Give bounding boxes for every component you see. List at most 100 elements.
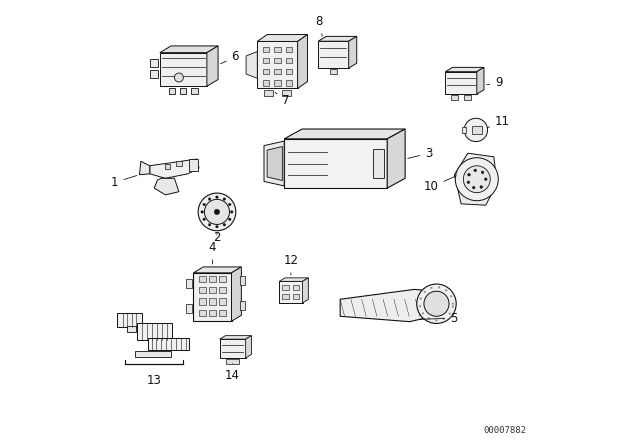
FancyBboxPatch shape [127, 326, 136, 332]
FancyBboxPatch shape [136, 351, 172, 357]
Circle shape [174, 73, 183, 82]
FancyBboxPatch shape [293, 285, 300, 290]
FancyBboxPatch shape [282, 90, 291, 96]
Circle shape [208, 224, 211, 226]
FancyBboxPatch shape [285, 80, 292, 86]
FancyBboxPatch shape [150, 59, 159, 67]
Circle shape [455, 158, 499, 201]
FancyBboxPatch shape [199, 298, 206, 305]
Circle shape [223, 198, 226, 200]
FancyBboxPatch shape [189, 159, 198, 171]
FancyBboxPatch shape [263, 69, 269, 74]
Text: 11: 11 [488, 115, 509, 128]
Circle shape [214, 209, 220, 215]
Text: 8: 8 [316, 15, 323, 36]
FancyBboxPatch shape [279, 281, 303, 303]
Polygon shape [220, 336, 252, 339]
Circle shape [424, 291, 449, 316]
Circle shape [420, 297, 422, 299]
FancyBboxPatch shape [219, 310, 226, 316]
FancyBboxPatch shape [239, 276, 245, 285]
FancyBboxPatch shape [451, 95, 458, 100]
FancyBboxPatch shape [275, 47, 280, 52]
FancyBboxPatch shape [186, 279, 191, 288]
Text: 12: 12 [284, 254, 298, 275]
FancyBboxPatch shape [193, 273, 232, 321]
Circle shape [428, 318, 429, 319]
Polygon shape [284, 129, 405, 139]
FancyBboxPatch shape [165, 164, 170, 169]
Circle shape [468, 173, 470, 176]
Polygon shape [267, 146, 282, 181]
FancyBboxPatch shape [219, 298, 226, 305]
Polygon shape [279, 278, 308, 281]
FancyBboxPatch shape [209, 276, 216, 282]
FancyBboxPatch shape [293, 294, 300, 299]
Text: 1: 1 [111, 176, 137, 189]
Polygon shape [257, 34, 307, 41]
Circle shape [201, 211, 204, 213]
Circle shape [480, 185, 483, 188]
FancyBboxPatch shape [137, 323, 172, 340]
Polygon shape [140, 161, 150, 175]
Circle shape [424, 291, 426, 293]
FancyBboxPatch shape [445, 72, 477, 94]
FancyBboxPatch shape [264, 90, 273, 96]
Polygon shape [246, 336, 252, 358]
Text: 5: 5 [419, 312, 458, 325]
Circle shape [422, 312, 424, 314]
Circle shape [474, 169, 477, 172]
FancyBboxPatch shape [275, 58, 280, 63]
Circle shape [443, 318, 445, 319]
FancyBboxPatch shape [462, 127, 465, 133]
Circle shape [464, 118, 488, 142]
Text: 2: 2 [213, 231, 221, 244]
FancyBboxPatch shape [220, 339, 246, 358]
Text: 4: 4 [209, 241, 216, 264]
Circle shape [228, 218, 231, 221]
Circle shape [230, 211, 233, 213]
FancyBboxPatch shape [239, 301, 245, 310]
FancyBboxPatch shape [150, 70, 159, 78]
FancyBboxPatch shape [464, 95, 472, 100]
Polygon shape [232, 267, 241, 321]
Circle shape [467, 181, 470, 184]
FancyBboxPatch shape [209, 298, 216, 305]
Polygon shape [264, 141, 284, 186]
Polygon shape [477, 67, 484, 94]
FancyBboxPatch shape [263, 58, 269, 63]
Circle shape [228, 203, 231, 206]
Polygon shape [150, 159, 199, 178]
FancyBboxPatch shape [472, 126, 482, 134]
Polygon shape [445, 67, 484, 72]
Circle shape [223, 224, 226, 226]
Polygon shape [340, 289, 425, 322]
Text: 9: 9 [486, 77, 502, 90]
FancyBboxPatch shape [226, 359, 239, 364]
Circle shape [451, 295, 452, 297]
FancyBboxPatch shape [176, 161, 182, 166]
FancyBboxPatch shape [372, 149, 384, 178]
Text: 7: 7 [275, 92, 289, 107]
Circle shape [216, 196, 218, 198]
Circle shape [431, 287, 433, 289]
Circle shape [216, 225, 218, 228]
Polygon shape [454, 153, 497, 205]
FancyBboxPatch shape [209, 287, 216, 293]
FancyBboxPatch shape [180, 87, 186, 94]
FancyBboxPatch shape [285, 47, 292, 52]
FancyBboxPatch shape [199, 276, 206, 282]
FancyBboxPatch shape [275, 69, 280, 74]
Polygon shape [387, 129, 405, 188]
FancyBboxPatch shape [285, 69, 292, 74]
Polygon shape [303, 278, 308, 303]
FancyBboxPatch shape [199, 287, 206, 293]
Polygon shape [207, 46, 218, 86]
Circle shape [481, 171, 484, 174]
FancyBboxPatch shape [318, 41, 349, 68]
Circle shape [204, 199, 230, 224]
Text: 14: 14 [225, 364, 240, 383]
FancyBboxPatch shape [160, 53, 207, 86]
Text: 3: 3 [408, 147, 433, 160]
FancyBboxPatch shape [263, 80, 269, 86]
